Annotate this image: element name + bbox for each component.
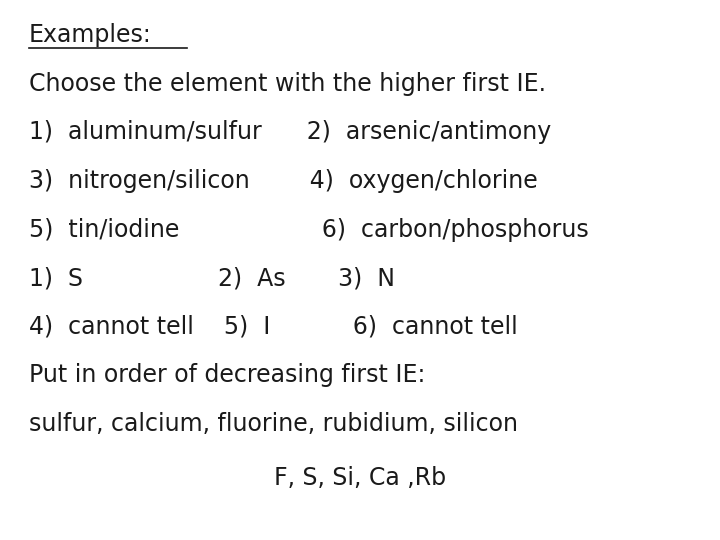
Text: sulfur, calcium, fluorine, rubidium, silicon: sulfur, calcium, fluorine, rubidium, sil…	[29, 412, 518, 436]
Text: F, S, Si, Ca ,Rb: F, S, Si, Ca ,Rb	[274, 466, 446, 490]
Text: 4)  cannot tell    5)  I           6)  cannot tell: 4) cannot tell 5) I 6) cannot tell	[29, 315, 518, 339]
Text: Examples:: Examples:	[29, 23, 151, 47]
Text: 3)  nitrogen/silicon        4)  oxygen/chlorine: 3) nitrogen/silicon 4) oxygen/chlorine	[29, 169, 538, 193]
Text: 5)  tin/iodine                   6)  carbon/phosphorus: 5) tin/iodine 6) carbon/phosphorus	[29, 218, 588, 241]
Text: 1)  aluminum/sulfur      2)  arsenic/antimony: 1) aluminum/sulfur 2) arsenic/antimony	[29, 120, 551, 144]
Text: 1)  S                  2)  As       3)  N: 1) S 2) As 3) N	[29, 266, 395, 290]
Text: Put in order of decreasing first IE:: Put in order of decreasing first IE:	[29, 363, 426, 387]
Text: Choose the element with the higher first IE.: Choose the element with the higher first…	[29, 72, 546, 96]
